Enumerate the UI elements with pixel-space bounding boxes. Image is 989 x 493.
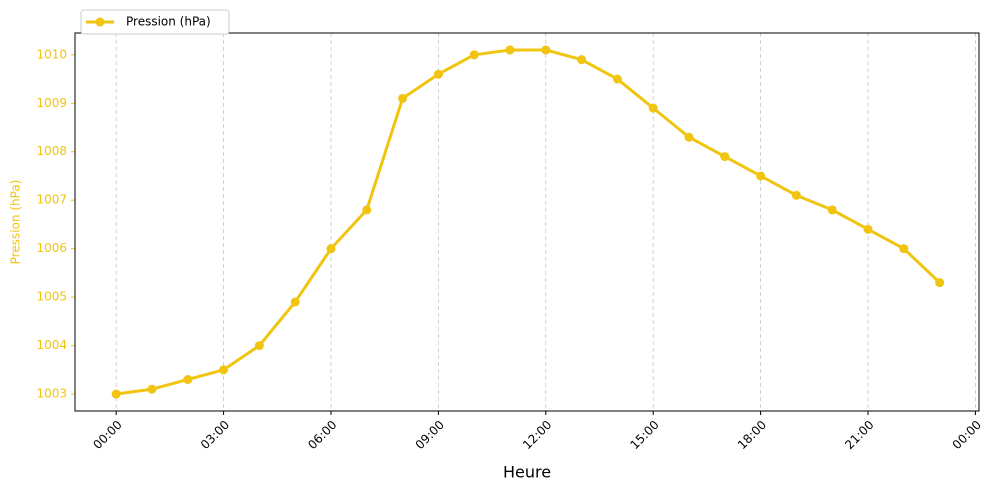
y-tick-label: 1005 bbox=[36, 290, 67, 304]
data-line bbox=[115, 48, 941, 396]
y-tick-label: 1009 bbox=[36, 96, 67, 110]
data-point bbox=[756, 171, 766, 181]
data-point bbox=[791, 190, 801, 200]
data-point bbox=[111, 389, 121, 399]
data-point bbox=[648, 103, 658, 113]
data-point bbox=[362, 205, 372, 215]
data-point bbox=[183, 375, 193, 384]
data-point bbox=[720, 152, 730, 162]
data-point bbox=[254, 341, 264, 351]
data-point bbox=[505, 45, 515, 55]
y-tick-label: 1010 bbox=[36, 47, 67, 61]
data-point bbox=[290, 297, 300, 307]
data-point bbox=[935, 278, 945, 288]
y-axis-label: Pression (hPa) bbox=[9, 180, 23, 265]
data-point bbox=[433, 69, 443, 79]
data-point bbox=[326, 244, 336, 254]
data-point bbox=[147, 384, 157, 394]
plot-frame bbox=[74, 32, 980, 412]
data-point bbox=[863, 224, 873, 234]
data-point bbox=[469, 50, 479, 60]
data-point bbox=[541, 45, 551, 55]
data-point bbox=[577, 55, 587, 65]
legend-label: Pression (hPa) bbox=[126, 15, 211, 29]
y-tick-label: 1003 bbox=[36, 387, 67, 401]
data-point bbox=[827, 205, 837, 215]
data-point bbox=[684, 132, 694, 142]
data-point bbox=[899, 244, 909, 254]
legend-box bbox=[80, 9, 230, 35]
data-point bbox=[219, 365, 229, 375]
x-axis-label: Heure bbox=[503, 463, 551, 482]
y-tick-label: 1007 bbox=[36, 193, 67, 207]
y-tick-label: 1008 bbox=[36, 144, 67, 158]
data-point bbox=[398, 93, 408, 103]
y-tick-label: 1004 bbox=[36, 338, 67, 352]
legend-marker bbox=[95, 17, 105, 27]
y-tick-label: 1006 bbox=[36, 241, 67, 255]
data-point bbox=[612, 74, 622, 84]
